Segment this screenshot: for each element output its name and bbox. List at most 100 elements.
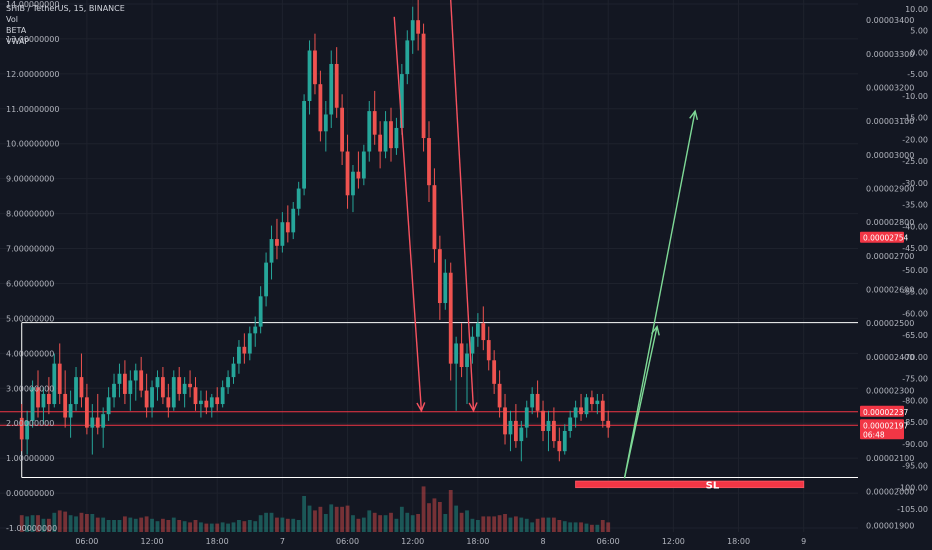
candle-body <box>573 407 578 418</box>
left-axis-tick: 0.00000000 <box>6 489 54 498</box>
left-axis-tick: 14.00000000 <box>6 0 59 9</box>
candle-body <box>416 20 421 34</box>
candle-body <box>247 333 252 354</box>
volume-bar <box>595 524 600 532</box>
grid <box>0 0 858 532</box>
left-axis-tick: 13.00000000 <box>6 35 59 44</box>
volume-bar <box>41 518 46 532</box>
candle-body <box>568 417 573 431</box>
volume-bar <box>437 502 442 532</box>
candle-body <box>492 360 497 384</box>
volume-bar <box>519 517 524 532</box>
beta-axis-tick: -85.00 <box>902 418 928 427</box>
candle-body <box>101 414 106 428</box>
candle-body <box>68 404 73 418</box>
candle-body <box>394 127 399 149</box>
candle-body <box>84 397 89 428</box>
volume-bar <box>30 515 35 532</box>
beta-axis-tick: -80.00 <box>902 396 928 405</box>
drawings <box>393 0 699 479</box>
price-label-box <box>860 231 904 243</box>
price-axis-tick: 0.00002000 <box>866 488 914 497</box>
volume-bar <box>128 517 133 532</box>
volume-bar <box>361 517 366 532</box>
beta-axis-tick: -60.00 <box>902 309 928 318</box>
volume-bar <box>231 522 236 532</box>
volume-bar <box>492 516 497 532</box>
candle-body <box>600 400 605 421</box>
candle-body <box>30 387 35 421</box>
candle-body <box>448 272 453 364</box>
plot-background <box>0 0 858 532</box>
candle-body <box>427 138 431 186</box>
volume-bar <box>383 515 388 532</box>
volume-bar <box>117 520 122 532</box>
price-axis-tick: 0.00001900 <box>866 521 914 530</box>
volume-bar <box>367 510 372 532</box>
projection-arrow-shaft <box>623 110 696 479</box>
candle-body <box>443 272 448 304</box>
price-label-countdown: 06:48 <box>863 430 885 439</box>
time-axis-tick: 8 <box>540 537 545 546</box>
candle-body <box>106 397 111 415</box>
volume-bar <box>166 520 171 532</box>
volume-bar <box>150 518 154 532</box>
candle-body <box>36 387 40 408</box>
volume-bar <box>313 510 317 532</box>
candle-body <box>465 353 469 368</box>
volume-bar <box>546 517 551 532</box>
candle-body <box>405 40 410 75</box>
time-axis-tick: 18:00 <box>466 537 489 546</box>
candle-body <box>95 417 100 428</box>
price-axis-tick: 0.00003100 <box>866 117 914 126</box>
candle-body <box>117 373 122 384</box>
volume-bar <box>524 518 529 532</box>
candle-body <box>19 417 24 440</box>
volume-bar <box>204 523 209 532</box>
left-axis-tick: 7.00000000 <box>6 245 54 254</box>
candle-body <box>334 63 339 108</box>
volume-bar <box>470 518 475 532</box>
red-arrow-shaft <box>450 0 475 411</box>
chart-title: SHIB / TetherUS, 15, BINANCE <box>6 4 125 13</box>
volume-bar <box>171 517 176 532</box>
beta-axis-tick: 5.00 <box>910 27 928 36</box>
candle-body <box>590 397 594 405</box>
beta-axis-tick: -75.00 <box>902 375 928 384</box>
beta-axis-tick: -55.00 <box>902 288 928 297</box>
candle-body <box>46 393 51 405</box>
candle-body <box>437 249 442 304</box>
volume-bar <box>74 516 78 532</box>
left-axis-tick: 8.00000000 <box>6 210 54 219</box>
price-axis-tick: 0.00003300 <box>866 50 914 59</box>
price-axis-tick: 0.00003200 <box>866 84 914 93</box>
candle-body <box>535 393 540 411</box>
volume-bar <box>405 512 410 532</box>
candle-body <box>150 387 154 408</box>
volume-bar <box>541 517 545 532</box>
time-axis-tick: 06:00 <box>597 537 620 546</box>
left-axis-tick: 6.00000000 <box>6 279 54 288</box>
volume-bar <box>285 518 290 532</box>
volume-bar <box>573 522 578 532</box>
red-arrow-shaft <box>393 16 423 411</box>
volume-bar <box>345 505 350 532</box>
candle-body <box>122 373 127 394</box>
volume-bar <box>584 523 589 532</box>
left-axis-tick: 12.00000000 <box>6 70 59 79</box>
candle-body <box>307 50 312 102</box>
indicator-vwap[interactable]: VWAP <box>6 37 29 46</box>
candle-body <box>459 343 464 368</box>
candle-body <box>79 377 84 398</box>
indicator-vol[interactable]: Vol <box>6 15 18 24</box>
volume-bar <box>209 523 214 532</box>
candle-body <box>318 84 323 132</box>
price-axis-tick: 0.00002900 <box>866 185 914 194</box>
volume-bar <box>291 518 296 532</box>
candle-body <box>372 111 377 135</box>
candle-body <box>193 387 198 405</box>
candle-body <box>421 33 426 139</box>
indicator-beta[interactable]: BETA <box>6 26 27 35</box>
beta-axis-tick: -5.00 <box>907 70 928 79</box>
